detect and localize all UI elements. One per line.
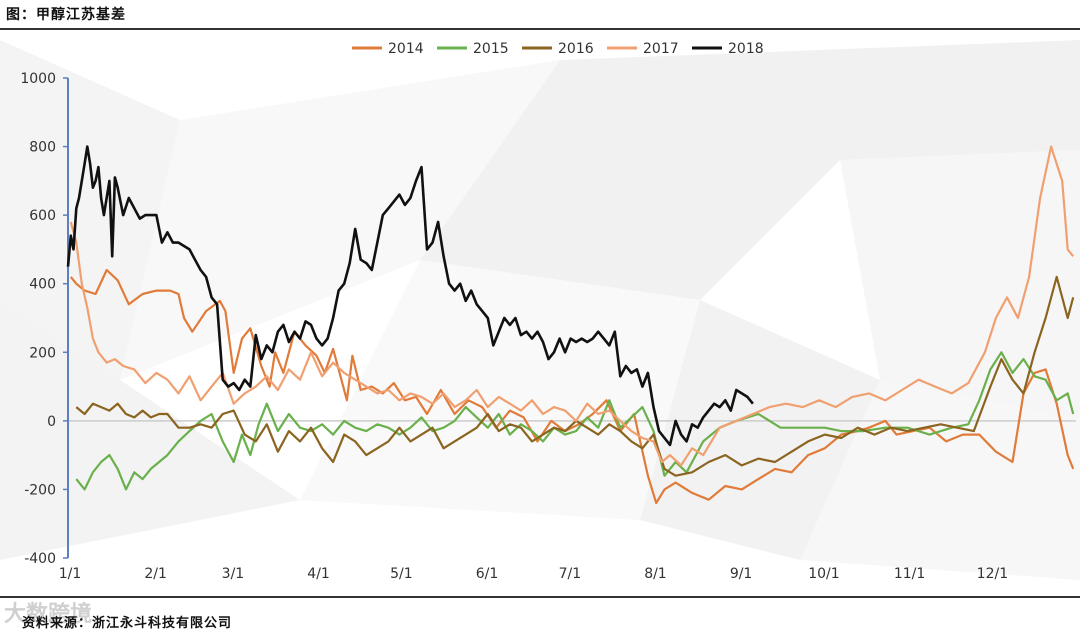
x-tick-label: 5/1 — [390, 566, 413, 582]
legend-label: 2017 — [643, 41, 679, 57]
legend-item-2017: 2017 — [607, 41, 679, 57]
legend-label: 2016 — [558, 41, 594, 57]
watermark-logo: 大数跨境 — [4, 602, 93, 627]
bottom-divider — [0, 596, 1080, 598]
x-tick-label: 10/1 — [808, 566, 839, 582]
legend-label: 2018 — [728, 41, 764, 57]
series-line-2014 — [69, 268, 1075, 505]
y-tick-label: 800 — [29, 140, 56, 156]
y-tick-label: 400 — [29, 277, 56, 293]
x-axis: 1/1 2/1 3/1 4/1 5/1 6/1 7/1 8/1 9/1 10/1 11/1 12/1 — [59, 566, 1008, 582]
series-lines — [66, 145, 1075, 505]
x-tick-label: 2/1 — [144, 566, 167, 582]
y-tick-label: 1000 — [20, 71, 56, 87]
y-tick-label: 600 — [29, 208, 56, 224]
y-tick-label: -200 — [24, 482, 56, 498]
legend-item-2015: 2015 — [437, 41, 509, 57]
series-line-2016 — [75, 275, 1075, 477]
legend-item-2018: 2018 — [692, 41, 764, 57]
legend-label: 2014 — [388, 41, 424, 57]
y-tick-label: 200 — [29, 345, 56, 361]
series-line-2017 — [69, 145, 1075, 467]
y-tick-label: -400 — [24, 551, 56, 567]
legend-item-2014: 2014 — [352, 41, 424, 57]
chart-legend: 2014 2015 2016 2017 2018 — [352, 41, 764, 57]
page-title: 图：甲醇江苏基差 — [6, 7, 126, 23]
x-tick-label: 3/1 — [222, 566, 245, 582]
legend-label: 2015 — [473, 41, 509, 57]
legend-item-2016: 2016 — [522, 41, 594, 57]
top-divider — [0, 28, 1080, 30]
y-tick-label: 0 — [47, 414, 56, 430]
x-tick-label: 11/1 — [894, 566, 925, 582]
x-tick-label: 9/1 — [730, 566, 753, 582]
x-tick-label: 8/1 — [644, 566, 667, 582]
source-note: 资料来源：浙江永斗科技有限公司 — [22, 616, 233, 631]
series-line-2018 — [66, 145, 754, 447]
y-axis: -400 -200 0 200 400 600 800 1000 — [20, 71, 69, 567]
x-tick-label: 12/1 — [977, 566, 1008, 582]
basis-line-chart: -400 -200 0 200 400 600 800 1000 1/1 2/1 3/1 4/1 5/… — [20, 41, 1076, 582]
x-tick-label: 7/1 — [559, 566, 582, 582]
x-tick-label: 6/1 — [476, 566, 499, 582]
x-tick-label: 4/1 — [307, 566, 330, 582]
x-tick-label: 1/1 — [59, 566, 82, 582]
